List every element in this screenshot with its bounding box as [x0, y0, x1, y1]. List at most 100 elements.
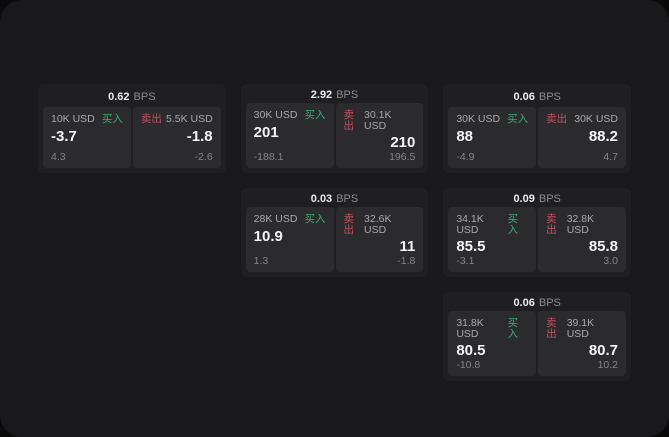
buy-tile-top-row: 30K USD 买入	[254, 110, 326, 121]
spread-header: 0.62 BPS	[38, 84, 226, 107]
buy-action-label: 买入	[507, 113, 529, 125]
sell-tile-top-row: 卖出 30K USD	[546, 114, 618, 125]
quote-body: 34.1K USD 买入 85.5 -3.1 卖出 32.8K USD 85.8…	[443, 207, 631, 277]
spread-value: 0.06	[513, 90, 535, 103]
buy-amount: 34.1K USD	[456, 213, 484, 236]
sell-action-label: 卖出	[546, 213, 557, 236]
spread-header: 0.03 BPS	[241, 188, 429, 207]
buy-price: 10.9	[253, 227, 283, 245]
quote-card: 0.06 BPS 31.8K USD 买入 80.5 -10.8 卖出 39.1…	[443, 292, 631, 381]
quote-body: 30K USD 买入 201 -188.1 卖出 30.1K USD 210 1…	[241, 103, 429, 173]
buy-quote-tile[interactable]: 34.1K USD 买入 85.5 -3.1	[448, 207, 537, 272]
buy-amount: 28K USD	[253, 213, 298, 225]
buy-tile-top-row: 10K USD 买入	[51, 114, 123, 125]
sell-change: 10.2	[597, 358, 619, 371]
spread-header: 0.09 BPS	[443, 188, 631, 207]
spread-value: 0.03	[310, 192, 333, 205]
sell-tile-top-row: 卖出 5.5K USD	[141, 114, 213, 125]
quote-card: 0.62 BPS 10K USD 买入 -3.7 4.3 卖出 5.5K USD	[38, 84, 226, 173]
buy-change: -4.9	[456, 150, 475, 163]
quote-body: 31.8K USD 买入 80.5 -10.8 卖出 39.1K USD 80.…	[443, 311, 631, 381]
spread-unit-label: BPS	[133, 90, 156, 103]
buy-price: 85.5	[456, 238, 486, 255]
sell-quote-tile[interactable]: 卖出 30K USD 88.2 4.7	[538, 107, 627, 168]
buy-change: 1.3	[253, 254, 269, 267]
buy-amount: 30K USD	[456, 113, 501, 125]
sell-price: 80.7	[588, 342, 619, 359]
quote-body: 10K USD 买入 -3.7 4.3 卖出 5.5K USD -1.8 -2.…	[38, 107, 226, 173]
buy-change: -188.1	[253, 150, 284, 163]
buy-price: 201	[253, 123, 279, 141]
spread-unit-label: BPS	[336, 88, 359, 101]
spread-unit-label: BPS	[538, 90, 561, 103]
sell-tile-top-row: 卖出 30.1K USD	[344, 110, 416, 131]
sell-change: 196.5	[389, 150, 416, 163]
sell-amount: 32.6K USD	[364, 213, 392, 236]
sell-price: 85.8	[588, 238, 619, 255]
buy-quote-tile[interactable]: 28K USD 买入 10.9 1.3	[245, 207, 334, 272]
spread-value: 0.06	[513, 296, 535, 309]
spread-value: 0.09	[513, 192, 535, 205]
spread-header: 2.92 BPS	[241, 84, 429, 103]
spread-value: 2.92	[310, 88, 333, 101]
sell-change: 4.7	[603, 150, 619, 163]
buy-amount: 30K USD	[253, 109, 298, 121]
spread-header: 0.06 BPS	[443, 84, 631, 107]
sell-quote-tile[interactable]: 卖出 39.1K USD 80.7 10.2	[538, 311, 627, 376]
buy-tile-top-row: 30K USD 买入	[456, 114, 528, 125]
spread-unit-label: BPS	[538, 192, 561, 205]
buy-price: 80.5	[456, 342, 486, 359]
buy-change: 4.3	[51, 150, 66, 163]
sell-tile-top-row: 卖出 32.6K USD	[344, 214, 416, 235]
quote-body: 28K USD 买入 10.9 1.3 卖出 32.6K USD 11 -1.8	[241, 207, 429, 277]
sell-tile-top-row: 卖出 39.1K USD	[546, 318, 618, 339]
quote-card: 0.03 BPS 28K USD 买入 10.9 1.3 卖出 32.6K US…	[240, 188, 429, 277]
buy-tile-top-row: 28K USD 买入	[254, 214, 326, 225]
buy-amount: 10K USD	[51, 113, 95, 125]
sell-action-label: 卖出	[343, 109, 355, 132]
quote-card: 0.09 BPS 34.1K USD 买入 85.5 -3.1 卖出 32.8K…	[443, 188, 631, 277]
buy-tile-top-row: 31.8K USD 买入	[456, 318, 528, 339]
sell-change: -1.8	[397, 254, 416, 267]
quote-card-grid: 0.62 BPS 10K USD 买入 -3.7 4.3 卖出 5.5K USD	[38, 84, 631, 381]
sell-price: 11	[399, 238, 416, 255]
buy-amount: 31.8K USD	[456, 317, 484, 340]
sell-amount: 5.5K USD	[165, 113, 213, 125]
sell-quote-tile[interactable]: 卖出 30.1K USD 210 196.5	[335, 103, 424, 168]
sell-amount: 39.1K USD	[566, 317, 595, 340]
buy-change: -10.8	[456, 358, 481, 371]
buy-quote-tile[interactable]: 10K USD 买入 -3.7 4.3	[43, 107, 131, 168]
sell-action-label: 卖出	[140, 113, 162, 125]
sell-action-label: 卖出	[546, 317, 557, 340]
quote-body: 30K USD 买入 88 -4.9 卖出 30K USD 88.2 4.7	[443, 107, 631, 173]
sell-quote-tile[interactable]: 卖出 32.6K USD 11 -1.8	[335, 207, 424, 272]
buy-price: 88	[456, 127, 474, 145]
buy-price: -3.7	[51, 127, 77, 145]
buy-action-label: 买入	[304, 109, 326, 121]
sell-change: 3.0	[603, 254, 619, 267]
buy-tile-top-row: 34.1K USD 买入	[456, 214, 528, 235]
sell-change: -2.6	[194, 150, 213, 163]
sell-action-label: 卖出	[546, 113, 568, 125]
sell-action-label: 卖出	[343, 213, 355, 236]
quote-card: 0.06 BPS 30K USD 买入 88 -4.9 卖出 30K USD	[443, 84, 631, 173]
spread-value: 0.62	[108, 90, 130, 103]
sell-amount: 30K USD	[574, 113, 619, 125]
buy-change: -3.1	[456, 254, 475, 267]
sell-tile-top-row: 卖出 32.8K USD	[546, 214, 618, 235]
sell-quote-tile[interactable]: 卖出 32.8K USD 85.8 3.0	[538, 207, 627, 272]
sell-price: 88.2	[588, 127, 619, 145]
spread-unit-label: BPS	[336, 192, 359, 205]
sell-price: -1.8	[186, 127, 213, 145]
buy-quote-tile[interactable]: 30K USD 买入 201 -188.1	[245, 103, 334, 168]
buy-quote-tile[interactable]: 30K USD 买入 88 -4.9	[448, 107, 537, 168]
spread-unit-label: BPS	[538, 296, 561, 309]
spread-header: 0.06 BPS	[443, 292, 631, 311]
quote-card: 2.92 BPS 30K USD 买入 201 -188.1 卖出 30.1K …	[240, 84, 429, 173]
sell-quote-tile[interactable]: 卖出 5.5K USD -1.8 -2.6	[132, 107, 221, 168]
buy-action-label: 买入	[101, 113, 123, 125]
buy-action-label: 买入	[507, 317, 519, 340]
sell-price: 210	[390, 134, 416, 151]
buy-quote-tile[interactable]: 31.8K USD 买入 80.5 -10.8	[448, 311, 537, 376]
